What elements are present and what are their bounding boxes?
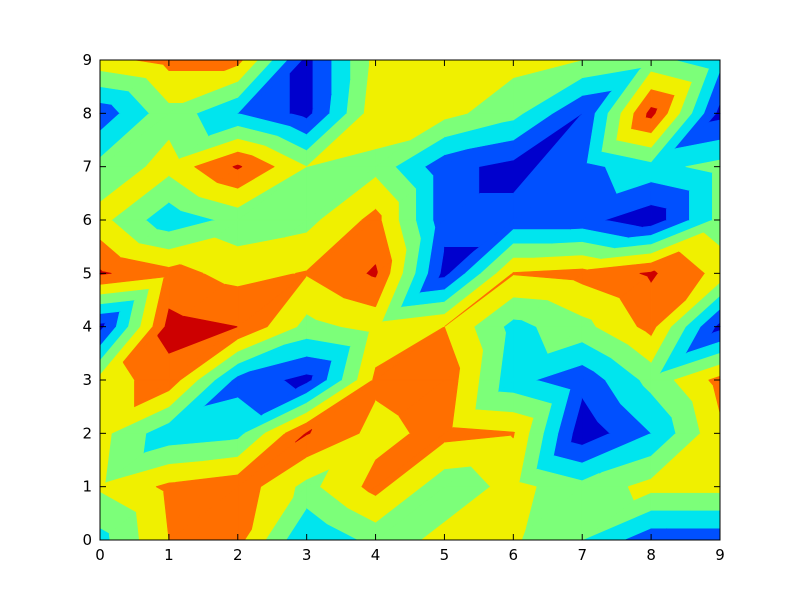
- y-tick-label: 8: [82, 104, 92, 122]
- contour-band: [237, 397, 262, 434]
- contour-band: [237, 164, 241, 168]
- y-tick-label: 5: [82, 264, 92, 282]
- contour-band: [581, 268, 588, 274]
- contour-band: [375, 264, 378, 274]
- contour-band: [444, 326, 461, 381]
- contour-band: [306, 428, 313, 434]
- x-tick-label: 4: [371, 546, 381, 564]
- x-tick-label: 3: [302, 546, 312, 564]
- x-tick-label: 5: [440, 546, 450, 564]
- contour-band: [375, 208, 382, 221]
- y-tick-label: 6: [82, 211, 92, 229]
- contour-band: [375, 326, 445, 381]
- y-tick-label: 9: [82, 51, 92, 69]
- contour-band: [650, 107, 658, 114]
- x-tick-label: 9: [715, 546, 725, 564]
- y-tick-label: 4: [82, 318, 92, 336]
- contour-band: [168, 482, 176, 488]
- contour-band: [581, 473, 600, 488]
- contour-band: [168, 139, 180, 168]
- y-tick-label: 2: [82, 424, 92, 442]
- x-tick-label: 8: [646, 546, 656, 564]
- x-tick-label: 6: [509, 546, 519, 564]
- contour-band: [650, 270, 655, 274]
- x-tick-label: 1: [164, 546, 174, 564]
- y-tick-label: 0: [82, 531, 92, 549]
- contour-band: [513, 431, 516, 434]
- plot-frame: [99, 59, 721, 541]
- contour-band: [650, 486, 721, 493]
- y-tick-label: 7: [82, 158, 92, 176]
- contour-band: [168, 308, 184, 328]
- x-tick-label: 7: [577, 546, 587, 564]
- y-tick-label: 1: [82, 478, 92, 496]
- contour-band: [513, 272, 516, 274]
- contour-band: [306, 59, 314, 114]
- y-tick-label: 3: [82, 371, 92, 389]
- contour-band: [237, 237, 284, 274]
- contour-band: [513, 219, 584, 230]
- contour-band: [432, 166, 445, 221]
- contour-band: [712, 166, 721, 221]
- contour-band: [168, 264, 181, 274]
- x-tick-label: 0: [95, 546, 105, 564]
- x-tick-label: 2: [233, 546, 243, 564]
